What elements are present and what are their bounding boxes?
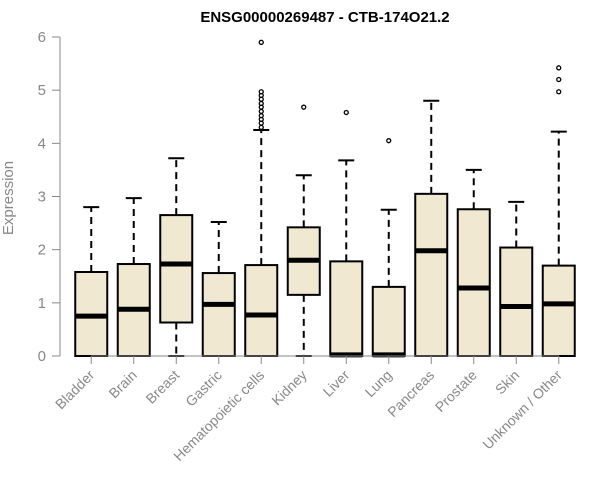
y-axis-label: Expression — [0, 161, 17, 235]
outlier-point — [556, 76, 562, 83]
box-iqr — [499, 246, 534, 357]
x-tick-label: Pancreas — [384, 367, 437, 420]
outlier-point — [258, 113, 264, 119]
outlier-point — [258, 100, 264, 107]
chart-title: ENSG00000269487 - CTB-174O21.2 — [200, 9, 449, 26]
x-tick-label: Bladder — [52, 367, 98, 413]
outlier-point — [258, 89, 264, 95]
y-tick-label: 4 — [38, 135, 46, 152]
y-tick-label: 5 — [38, 82, 46, 99]
plot-area — [74, 39, 576, 358]
box-pancreas — [414, 99, 449, 357]
box-breast — [159, 157, 194, 357]
outlier-point — [556, 65, 562, 71]
box-iqr — [159, 214, 194, 324]
box-gastric — [201, 221, 236, 357]
outlier-point — [258, 108, 264, 115]
y-tick-label: 6 — [38, 29, 46, 46]
y-tick-label: 1 — [38, 295, 46, 312]
x-tick-label: Skin — [492, 367, 523, 398]
outlier-point — [386, 138, 392, 144]
y-tick-label: 2 — [38, 242, 46, 259]
outlier-point — [301, 104, 307, 110]
box-skin — [499, 200, 534, 357]
box-iqr — [456, 208, 491, 357]
box-kidney — [286, 104, 321, 357]
x-tick-label: Kidney — [268, 367, 310, 409]
box-iqr — [414, 192, 449, 357]
box-hematopoietic-cells — [244, 39, 279, 357]
box-iqr — [541, 264, 576, 357]
box-iqr — [201, 272, 236, 357]
x-tick-label: Lung — [362, 367, 395, 400]
x-tick-label: Liver — [320, 367, 353, 400]
box-liver — [329, 109, 364, 358]
outlier-point — [556, 89, 562, 95]
box-iqr — [371, 285, 406, 357]
x-tick-label: Brain — [105, 367, 139, 401]
x-tick-label: Breast — [142, 367, 182, 407]
outlier-point — [343, 109, 349, 116]
box-bladder — [74, 206, 109, 358]
outlier-point — [258, 124, 264, 131]
box-unknown-other — [541, 65, 576, 357]
box-prostate — [456, 168, 491, 357]
outlier-point — [258, 39, 264, 45]
x-tick-label: Prostate — [432, 367, 480, 415]
x-tick-label: Unknown / Other — [479, 367, 565, 453]
y-tick-label: 3 — [38, 189, 46, 206]
y-axis: 0 1 2 3 4 5 6 — [38, 29, 61, 365]
y-tick-label: 0 — [38, 348, 46, 365]
box-iqr — [244, 264, 279, 357]
box-brain — [116, 197, 151, 357]
box-iqr — [329, 260, 364, 358]
box-lung — [371, 138, 406, 358]
